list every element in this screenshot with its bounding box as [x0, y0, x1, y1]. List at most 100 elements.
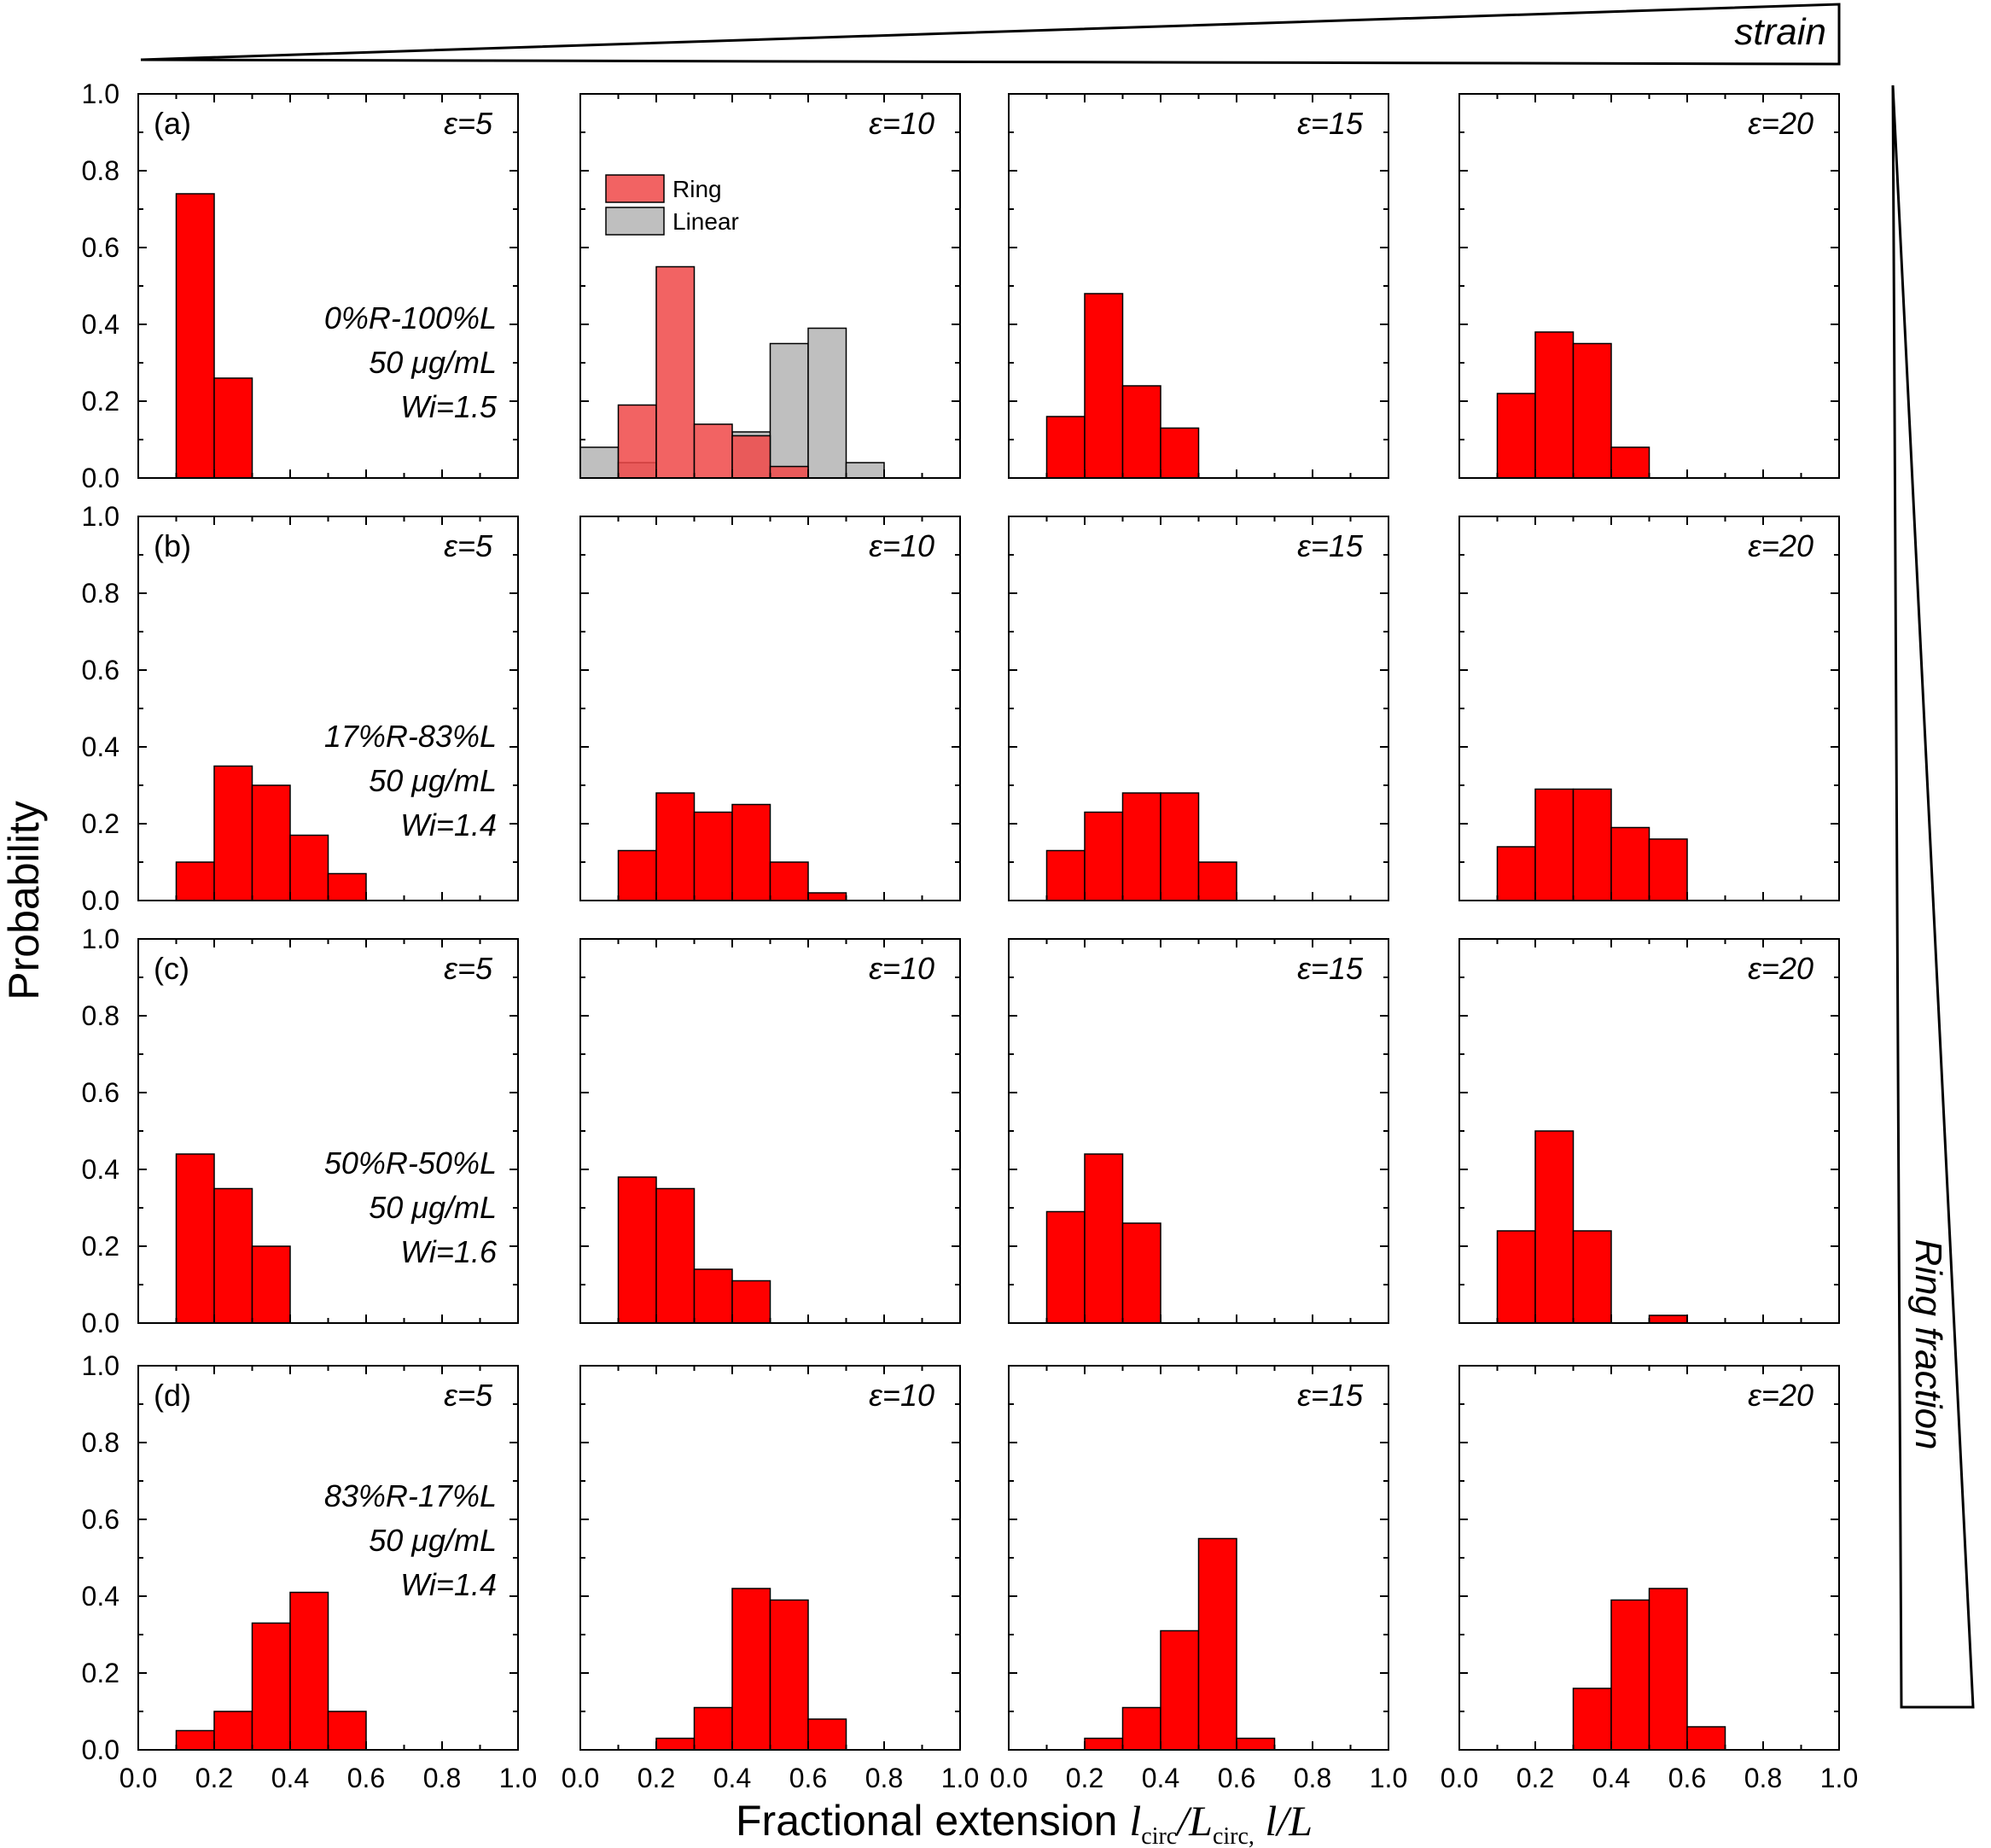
x-tick-label: 0.8 — [865, 1763, 903, 1793]
y-tick-label: 1.0 — [82, 924, 119, 954]
bar — [327, 872, 367, 901]
x-tick-label: 1.0 — [1820, 1763, 1858, 1793]
y-tick-label: 0.2 — [82, 386, 119, 417]
bar — [1160, 427, 1200, 479]
bar — [807, 892, 847, 901]
panel-letter: (c) — [154, 951, 189, 986]
strain-value: ε=15 — [1297, 528, 1364, 563]
bar — [1160, 792, 1200, 901]
bar — [617, 1176, 657, 1324]
bar — [1236, 1737, 1276, 1751]
x-tick-label: 0.6 — [347, 1763, 385, 1793]
panel-3-4: ε=20 — [1458, 938, 1840, 1324]
concentration-label: 50 μg/mL — [369, 763, 497, 798]
bar-ring — [731, 434, 771, 479]
y-tick-label: 0.6 — [82, 1504, 119, 1535]
bar — [1496, 1230, 1536, 1324]
bar — [693, 1706, 733, 1751]
x-axis-title-suffix: l/L — [1255, 1797, 1313, 1845]
x-tick-label: 1.0 — [941, 1763, 979, 1793]
y-tick-label: 0.4 — [82, 1154, 119, 1185]
x-tick-label: 0.0 — [119, 1763, 157, 1793]
bar — [1572, 788, 1612, 901]
bar — [1686, 1726, 1726, 1751]
x-tick-label: 1.0 — [499, 1763, 537, 1793]
legend-linear-label: Linear — [672, 208, 739, 235]
bar-ring — [693, 423, 733, 479]
composition-label: 83%R-17%L — [324, 1478, 497, 1513]
y-tick-label: 0.4 — [82, 1581, 119, 1612]
x-tick-label: 0.0 — [562, 1763, 599, 1793]
strain-value: ε=15 — [1297, 951, 1364, 986]
bar — [1610, 1599, 1650, 1751]
x-tick-label: 0.8 — [423, 1763, 461, 1793]
bar — [1121, 792, 1161, 901]
panel-1-3: ε=15 — [1008, 93, 1389, 479]
concentration-label: 50 μg/mL — [369, 1523, 497, 1558]
panel-2-2: ε=10 — [579, 516, 961, 901]
strain-value: ε=5 — [444, 106, 493, 141]
bar — [213, 377, 253, 479]
y-tick-label: 0.2 — [82, 1658, 119, 1688]
x-tick-label: 0.4 — [713, 1763, 751, 1793]
bar — [1648, 838, 1688, 901]
panel-4-4: 0.0 0.2 0.4 0.6 0.8 1.0 ε=20 — [1441, 1365, 1858, 1793]
x-tick-label: 0.0 — [990, 1763, 1028, 1793]
strain-value: ε=15 — [1297, 1378, 1364, 1413]
ring-fraction-label: Ring fraction — [1907, 1239, 1949, 1449]
x-axis-title-slash: /L — [1174, 1797, 1213, 1845]
panel-4-1: 0.0 0.2 0.4 0.6 0.8 1.0 0.0 0.2 0.4 0.6 0.8 1.0 ε=5 (… — [82, 1350, 538, 1793]
strain-value: ε=5 — [444, 528, 493, 563]
x-axis-title: Fractional extension lcirc/Lcirc, l/L — [736, 1797, 1313, 1848]
strain-value: ε=20 — [1748, 951, 1813, 986]
legend-ring-swatch — [605, 174, 665, 203]
x-tick-label: 0.2 — [1517, 1763, 1554, 1793]
x-axis-title-l: l — [1129, 1797, 1141, 1845]
y-tick-label: 0.2 — [82, 1231, 119, 1262]
bar — [251, 784, 291, 901]
bar — [1045, 849, 1086, 901]
bar — [175, 861, 215, 901]
bar — [1496, 846, 1536, 901]
strain-value: ε=20 — [1748, 106, 1813, 141]
concentration-label: 50 μg/mL — [369, 1190, 497, 1225]
bar — [1084, 811, 1124, 901]
y-tick-label: 0.8 — [82, 155, 119, 186]
bar — [1084, 1737, 1124, 1751]
y-tick-label: 0.6 — [82, 655, 119, 685]
y-tick-label: 0.0 — [82, 463, 119, 493]
panel-1-1: 0.0 0.2 0.4 0.6 0.8 1.0 ε=5 (a) 0%R-100%L 50 μg/m… — [82, 79, 519, 493]
panel-letter: (d) — [154, 1378, 191, 1413]
panel-3-1: 0.0 0.2 0.4 0.6 0.8 1.0 ε=5 (c) 50%R-50%L 50 μg/m… — [82, 924, 519, 1338]
panel-grid: 0.0 0.2 0.4 0.6 0.8 1.0 ε=5 (a) 0%R-100%L 50 μg/m… — [82, 79, 1859, 1793]
y-tick-label: 0.6 — [82, 232, 119, 263]
bar — [1572, 342, 1612, 479]
bar — [1084, 293, 1124, 479]
legend-linear-swatch — [605, 207, 665, 236]
panel-2-1: 0.0 0.2 0.4 0.6 0.8 1.0 ε=5 (b) 17%R-83%L 50 μg/m… — [82, 501, 519, 916]
bar — [1121, 385, 1161, 479]
legend-ring-label: Ring — [672, 176, 722, 202]
strain-value: ε=10 — [869, 951, 934, 986]
panel-4-3: 0.0 0.2 0.4 0.6 0.8 1.0 ε=15 — [990, 1365, 1407, 1793]
y-tick-label: 0.0 — [82, 885, 119, 916]
x-axis-title-sub2: circ, — [1213, 1823, 1255, 1848]
bar — [1496, 393, 1536, 479]
wi-label: Wi=1.6 — [400, 1234, 498, 1269]
y-tick-label: 0.8 — [82, 1000, 119, 1031]
bar-ring — [617, 404, 657, 479]
bar — [1197, 861, 1237, 901]
bar — [731, 1588, 771, 1751]
bar — [1121, 1222, 1161, 1324]
bar — [1197, 1537, 1237, 1751]
bar — [807, 1718, 847, 1751]
wi-label: Wi=1.4 — [400, 1567, 497, 1602]
bar — [655, 792, 696, 901]
panel-3-3: ε=15 — [1008, 938, 1389, 1324]
bar — [175, 1729, 215, 1751]
panel-2-3: ε=15 — [1008, 516, 1389, 901]
bar-linear — [845, 462, 885, 479]
bar — [731, 803, 771, 901]
strain-value: ε=5 — [444, 1378, 493, 1413]
wi-label: Wi=1.4 — [400, 807, 497, 842]
